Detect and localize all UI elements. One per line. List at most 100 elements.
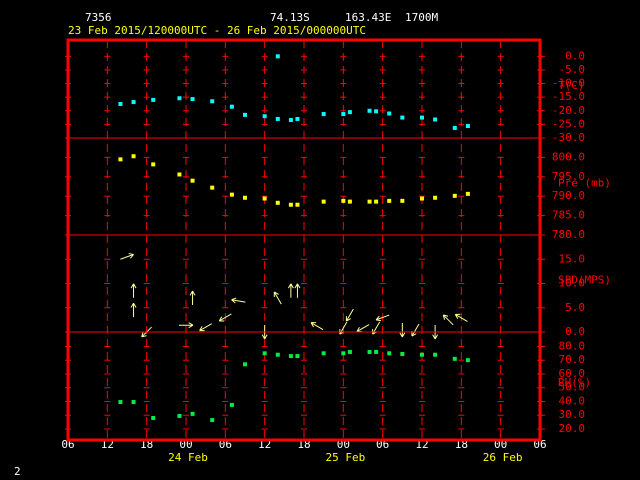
data-point [275, 352, 280, 357]
plot-frame [66, 38, 542, 442]
wind-arrow [345, 308, 354, 322]
y-tick-label: 20.0 [559, 422, 586, 435]
data-point [262, 351, 267, 356]
data-point [433, 117, 438, 122]
wind-arrow [411, 323, 420, 337]
data-point [229, 192, 234, 197]
wind-arrow [179, 322, 194, 329]
data-point [190, 178, 195, 183]
data-point [452, 193, 457, 198]
wind-arrow [399, 323, 406, 338]
y-tick-label: 10.0 [559, 277, 586, 290]
data-point [295, 202, 300, 207]
data-point [400, 198, 405, 203]
date-label: 25 Feb [325, 451, 365, 464]
wind-arrow [130, 283, 137, 298]
data-point [131, 400, 136, 405]
data-point [229, 104, 234, 109]
wind-arrow [356, 324, 370, 333]
data-point [387, 351, 392, 356]
y-tick-label: 790.0 [552, 189, 585, 202]
data-point [374, 199, 379, 204]
data-point [387, 198, 392, 203]
y-tick-label: 780.0 [552, 228, 585, 241]
data-point [275, 116, 280, 121]
data-point [433, 195, 438, 200]
data-point [321, 199, 326, 204]
data-point [210, 99, 215, 104]
data-point [374, 109, 379, 114]
data-point [420, 352, 424, 357]
panel-label: SPD(MPS) [558, 274, 611, 287]
data-point [465, 191, 470, 196]
data-point [243, 362, 247, 367]
data-point [347, 110, 352, 115]
data-point [295, 354, 300, 359]
y-tick-label: 5.0 [565, 301, 585, 314]
data-point [229, 402, 234, 407]
data-point [465, 124, 470, 129]
data-point [131, 100, 136, 105]
data-point [131, 154, 136, 159]
data-point [288, 354, 293, 359]
latitude: 74.13S [270, 11, 310, 24]
wind-arrow [120, 253, 134, 260]
wind-arrow [287, 283, 294, 298]
wind-arrow [294, 283, 301, 298]
data-point [387, 111, 392, 116]
data-point [151, 415, 156, 420]
data-point [275, 200, 280, 205]
data-point [243, 195, 247, 200]
data-point [341, 351, 346, 356]
y-tick-label: -20.0 [552, 104, 585, 117]
y-tick-label: 80.0 [559, 339, 586, 352]
wind-arrow [310, 322, 324, 331]
data-point [400, 115, 405, 120]
data-point [288, 118, 293, 123]
y-tick-label: 0.0 [565, 49, 585, 62]
panel-label: T(C) [558, 79, 585, 92]
elevation: 1700M [405, 11, 438, 24]
wind-arrow [199, 323, 212, 332]
data-point [118, 400, 123, 405]
data-point [321, 112, 326, 117]
data-point [262, 196, 267, 201]
data-point [321, 351, 326, 356]
panel-label: Pre (mb) [558, 177, 611, 190]
data-point [243, 112, 247, 117]
data-point [420, 196, 424, 201]
data-point [288, 202, 293, 207]
data-point [452, 125, 457, 130]
data-point [341, 112, 346, 117]
data-point [262, 114, 267, 119]
data-point [275, 54, 280, 59]
panel-label: RH(%) [558, 376, 591, 389]
data-point [341, 198, 346, 203]
wind-arrow [130, 302, 137, 318]
data-point [190, 411, 195, 416]
wind-arrow [231, 297, 246, 304]
data-point [151, 162, 156, 167]
data-point [190, 97, 195, 102]
y-tick-label: 60.0 [559, 367, 586, 380]
y-tick-label: -5.0 [559, 63, 586, 76]
data-point [177, 413, 182, 418]
y-tick-label: 50.0 [559, 381, 586, 394]
data-point [118, 157, 123, 162]
y-tick-label: -15.0 [552, 90, 585, 103]
data-point [177, 172, 182, 177]
data-point [433, 352, 438, 357]
y-tick-label: 785.0 [552, 209, 585, 222]
station: 7356 [85, 11, 112, 24]
data-point [210, 418, 215, 423]
wind-arrow [442, 314, 454, 326]
data-point [465, 358, 470, 363]
y-tick-label: 0.0 [565, 325, 585, 338]
date-label: 24 Feb [168, 451, 208, 464]
data-point [420, 115, 424, 120]
data-point [118, 101, 123, 106]
data-point [374, 349, 379, 354]
data-point [400, 352, 405, 357]
y-tick-label: 40.0 [559, 394, 586, 407]
